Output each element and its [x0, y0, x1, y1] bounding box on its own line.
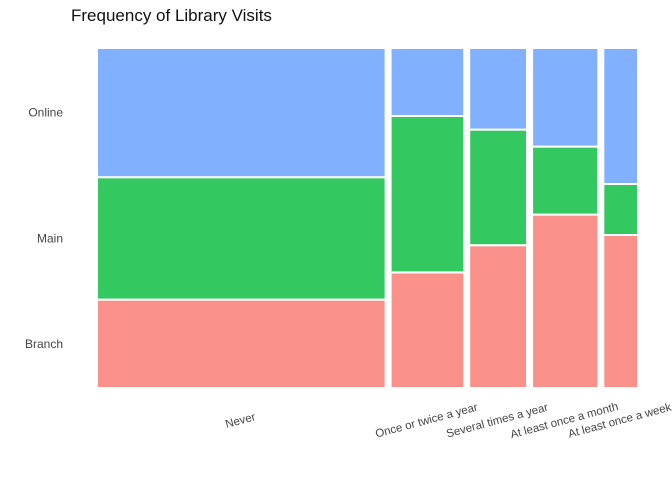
- tile-at-least-once-a-week-branch: [602, 234, 639, 389]
- mosaic-tiles: [96, 47, 639, 390]
- y-tick-online: Online: [28, 106, 63, 120]
- tile-never-online: [96, 47, 387, 179]
- tile-at-least-once-a-week-main: [602, 183, 639, 236]
- tile-several-times-a-year-main: [468, 128, 529, 247]
- y-tick-branch: Branch: [25, 337, 63, 351]
- tile-once-or-twice-a-year-online: [389, 47, 466, 117]
- tile-never-branch: [96, 298, 387, 390]
- x-tick-never: Never: [224, 411, 257, 431]
- y-axis-ticks: Branch Main Online: [25, 106, 63, 351]
- tile-several-times-a-year-branch: [468, 244, 529, 389]
- tile-never-main: [96, 176, 387, 301]
- tile-several-times-a-year-online: [468, 47, 529, 131]
- chart-title: Frequency of Library Visits: [71, 6, 272, 25]
- tile-at-least-once-a-month-branch: [531, 213, 600, 389]
- tile-at-least-once-a-month-online: [531, 47, 600, 148]
- tile-once-or-twice-a-year-main: [389, 115, 466, 274]
- tile-once-or-twice-a-year-branch: [389, 271, 466, 389]
- y-tick-main: Main: [37, 231, 63, 245]
- tile-at-least-once-a-week-online: [602, 47, 639, 185]
- tile-at-least-once-a-month-main: [531, 145, 600, 216]
